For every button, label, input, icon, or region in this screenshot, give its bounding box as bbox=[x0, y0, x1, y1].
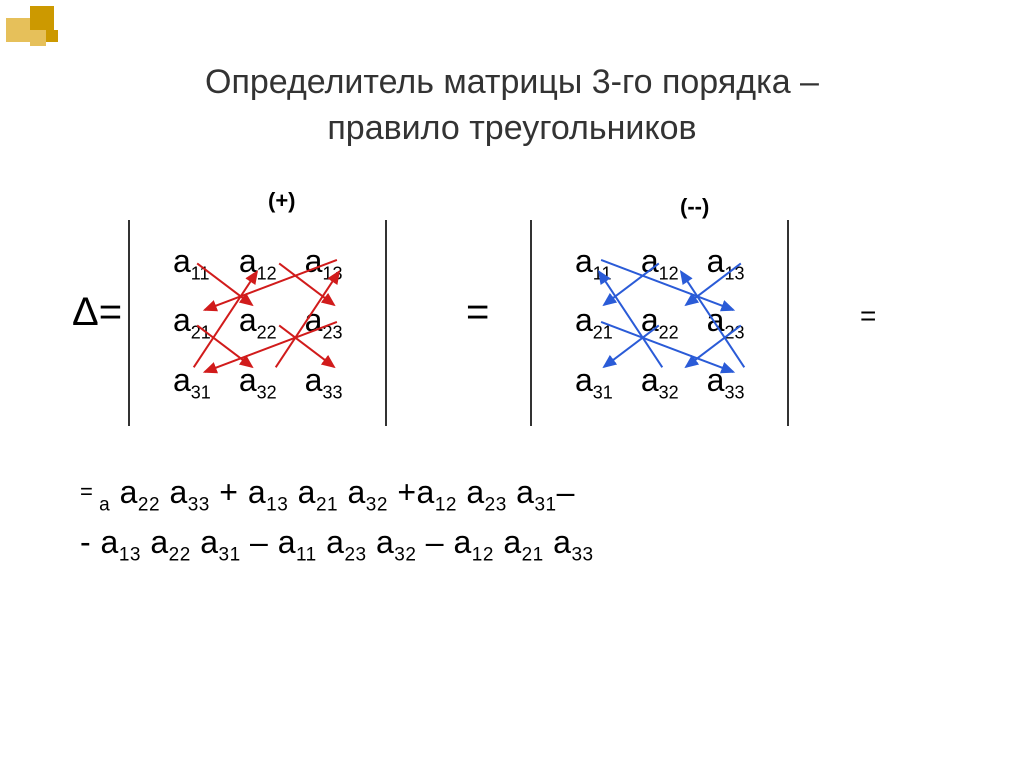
title-line-2: правило треугольников bbox=[327, 109, 696, 147]
matrix-cell-a11: a11 bbox=[172, 242, 212, 285]
matrix-cell-a22: a22 bbox=[238, 301, 278, 344]
matrix-cell-a21: a21 bbox=[574, 301, 614, 344]
matrix-cell-a12: a12 bbox=[238, 242, 278, 285]
matrix-cell-a31: a31 bbox=[172, 361, 212, 404]
formula-line-2: - а13 а22 а31 – а11 а23 а32 – а12 а21 а3… bbox=[80, 520, 594, 569]
equals-right: = bbox=[860, 300, 876, 332]
matrix-cell-a33: a33 bbox=[706, 361, 746, 404]
slide-title: Определитель матрицы 3-го порядка – прав… bbox=[0, 60, 1024, 152]
slide: Определитель матрицы 3-го порядка – прав… bbox=[0, 0, 1024, 767]
matrix-cell-a13: a13 bbox=[706, 242, 746, 285]
equals-middle: = bbox=[466, 290, 489, 335]
matrix-cell-a21: a21 bbox=[172, 301, 212, 344]
delta-equals: Δ= bbox=[72, 290, 122, 335]
matrix-cell-a13: a13 bbox=[304, 242, 344, 285]
formula-line-1: = а а22 а33 + а13 а21 а32 +а12 а23 а31– bbox=[80, 470, 575, 519]
matrix-cell-a33: a33 bbox=[304, 361, 344, 404]
matrix-cell-a12: a12 bbox=[640, 242, 680, 285]
matrix-cell-a31: a31 bbox=[574, 361, 614, 404]
sign-minus-label: (--) bbox=[680, 194, 709, 220]
matrix-cell-a11: a11 bbox=[574, 242, 614, 285]
matrix-plus: a11 a12 a13 a21 a22 a23 a31 a32 a33 bbox=[128, 220, 387, 426]
matrix-cell-a32: a32 bbox=[640, 361, 680, 404]
matrix-cell-a23: a23 bbox=[706, 301, 746, 344]
matrix-cell-a22: a22 bbox=[640, 301, 680, 344]
matrix-cell-a23: a23 bbox=[304, 301, 344, 344]
matrix-minus: a11 a12 a13 a21 a22 a23 a31 a32 a33 bbox=[530, 220, 789, 426]
matrix-cell-a32: a32 bbox=[238, 361, 278, 404]
sign-plus-label: (+) bbox=[268, 188, 296, 214]
title-line-1: Определитель матрицы 3-го порядка – bbox=[205, 63, 819, 101]
